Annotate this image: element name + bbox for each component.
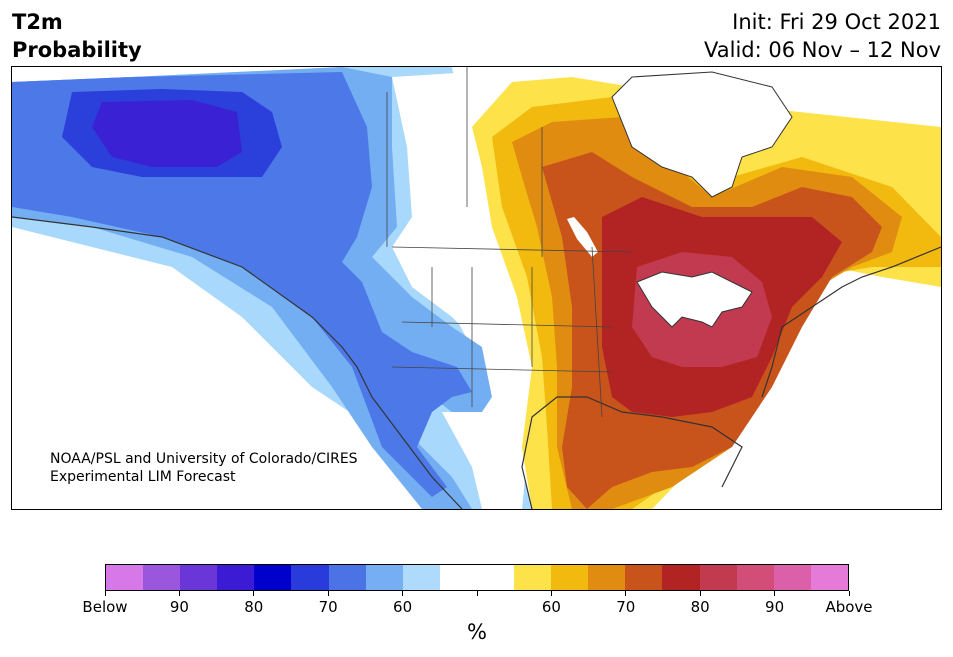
colorbar-tick-label: 90 [765, 598, 785, 616]
colorbar-tick-label: 70 [318, 598, 338, 616]
coastline [12, 216, 941, 509]
colorbar-segment [810, 565, 848, 590]
great-lakes [636, 271, 753, 328]
title-type: Probability [12, 38, 142, 62]
map-title: T2m Probability [12, 8, 142, 64]
colorbar-segment [773, 565, 811, 590]
valid-dates: Valid: 06 Nov – 12 Nov [704, 38, 941, 62]
colorbar-tick [104, 591, 106, 596]
forecast-dates: Init: Fri 29 Oct 2021 Valid: 06 Nov – 12… [704, 8, 941, 64]
colorbar-segment [328, 565, 366, 590]
map-credit: NOAA/PSL and University of Colorado/CIRE… [50, 450, 358, 486]
colorbar-tick-label: 80 [690, 598, 710, 616]
colorbar-tick-label: Below [82, 598, 128, 616]
init-date: Init: Fri 29 Oct 2021 [732, 10, 941, 34]
title-variable: T2m [12, 10, 63, 34]
colorbar-segment [699, 565, 737, 590]
colorbar-tick-label: 90 [169, 598, 189, 616]
colorbar-segment [143, 565, 181, 590]
probability-map [12, 67, 941, 509]
credit-line-1: NOAA/PSL and University of Colorado/CIRE… [50, 451, 358, 467]
political-borders [386, 67, 633, 418]
colorbar-tick-label: 80 [244, 598, 264, 616]
below-60-region [12, 72, 472, 497]
colorbar-tick [699, 591, 701, 596]
colorbar-segment [106, 565, 144, 590]
colorbar-tick [550, 591, 552, 596]
colorbar-tick [625, 591, 627, 596]
colorbar-tick [327, 591, 329, 596]
neutral-region [392, 72, 532, 509]
colorbar-tick-label: 60 [541, 598, 561, 616]
colorbar-segment [439, 565, 477, 590]
colorbar-segment [514, 565, 552, 590]
colorbar-segment [551, 565, 589, 590]
below-80-region [92, 100, 242, 167]
colorbar-segment [180, 565, 218, 590]
lake-winnipeg [567, 217, 598, 257]
colorbar-segment [291, 565, 329, 590]
colorbar-segment [217, 565, 255, 590]
colorbar-tick [402, 591, 404, 596]
colorbar-tick-label: 70 [616, 598, 636, 616]
credit-line-2: Experimental LIM Forecast [50, 469, 236, 485]
colorbar-unit: % [467, 620, 487, 644]
colorbar-segment [254, 565, 292, 590]
colorbar-segment [588, 565, 626, 590]
colorbar-segment [662, 565, 700, 590]
colorbar-tick-label: 60 [393, 598, 413, 616]
colorbar-segment [365, 565, 403, 590]
colorbar-tick [253, 591, 255, 596]
hudson-bay [611, 71, 793, 198]
colorbar-ticks [104, 591, 850, 597]
colorbar-segment [402, 565, 440, 590]
colorbar-segment [476, 565, 515, 590]
colorbar-tick [774, 591, 776, 596]
colorbar-tick [848, 591, 850, 596]
colorbar-segment [625, 565, 663, 590]
colorbar [105, 564, 849, 591]
colorbar-tick-label: Above [825, 598, 873, 616]
map-panel: NOAA/PSL and University of Colorado/CIRE… [11, 66, 942, 510]
colorbar-segment [736, 565, 774, 590]
colorbar-tick [178, 591, 180, 596]
colorbar-tick [476, 591, 478, 596]
